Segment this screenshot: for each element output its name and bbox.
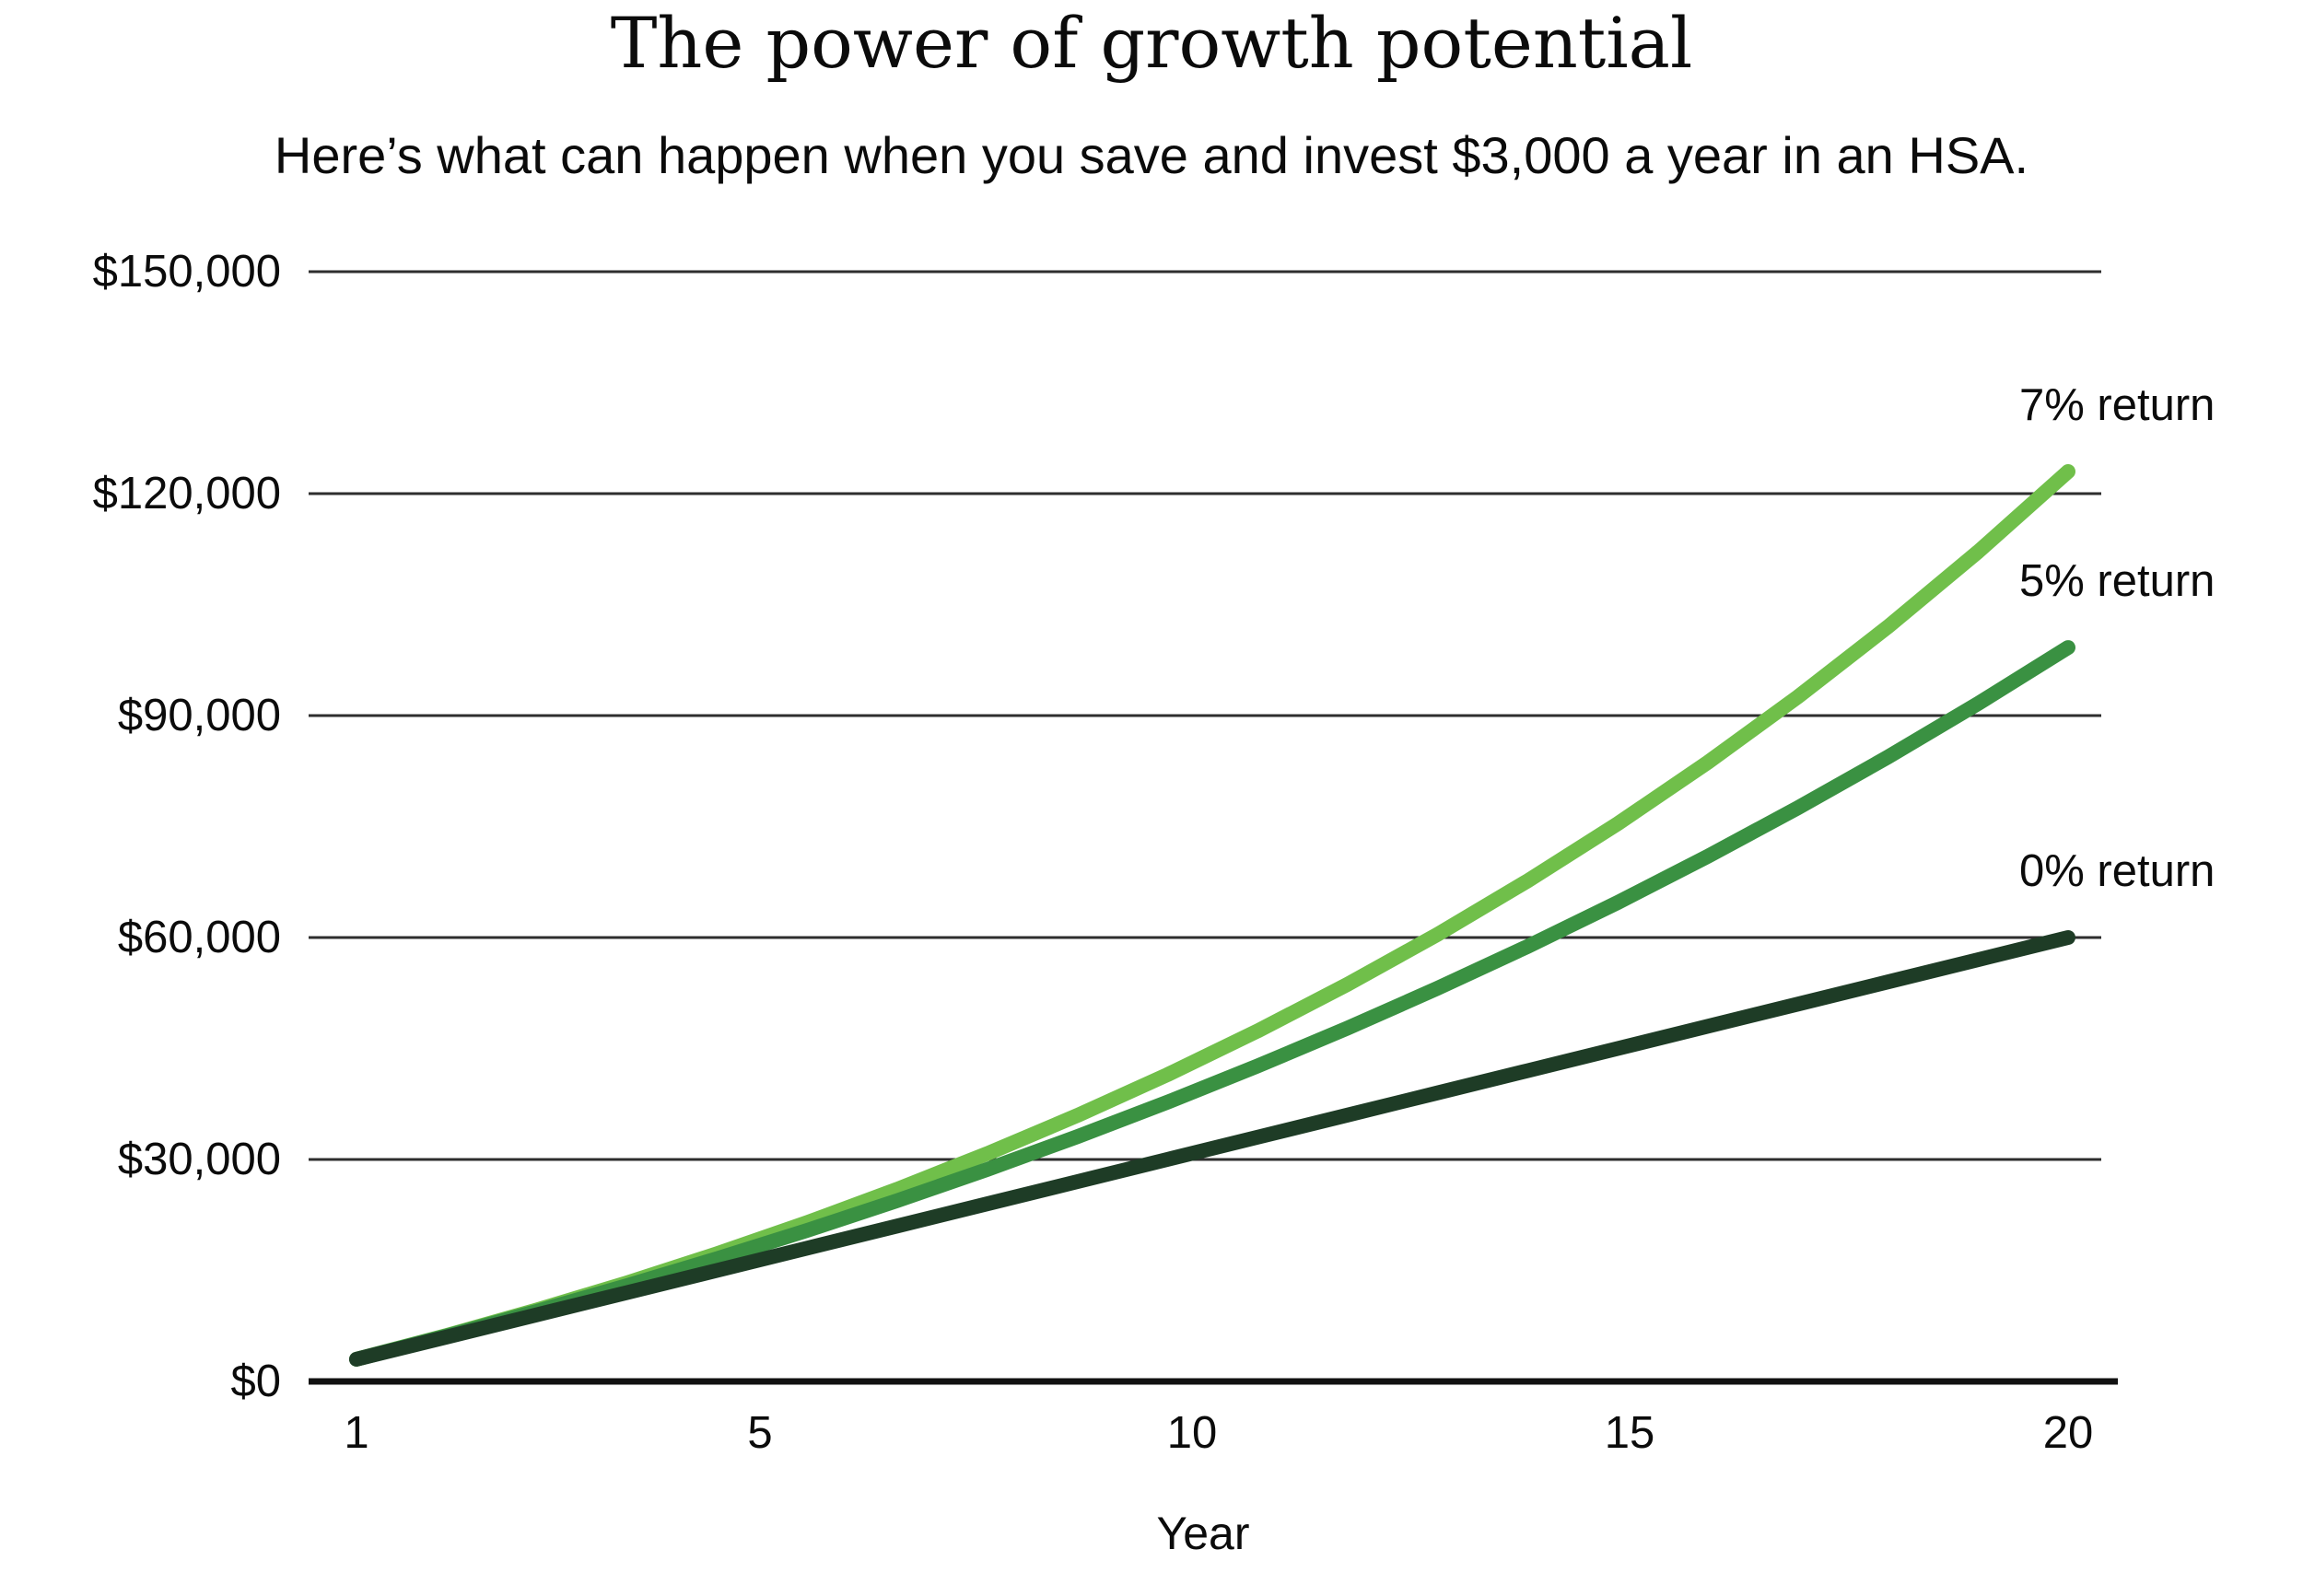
y-tick-label-0: $0: [230, 1357, 281, 1406]
x-tick-label-1: 1: [344, 1408, 369, 1458]
line-7-return: [349, 464, 2075, 1367]
series-label-0-return: 0% return: [2019, 846, 2215, 896]
chart-subtitle: Here’s what can happen when you save and…: [274, 126, 2029, 184]
y-tick-label-30000: $30,000: [117, 1135, 281, 1184]
series-label-5-return: 5% return: [2019, 556, 2215, 607]
x-tick-label-10: 10: [1166, 1408, 1218, 1458]
x-axis-title: Year: [1156, 1508, 1250, 1559]
line-0-return: [349, 930, 2075, 1367]
x-tick-label-20: 20: [2042, 1408, 2094, 1458]
chart-title: The power of growth potential: [610, 2, 1693, 84]
x-tick-label-15: 15: [1604, 1408, 1655, 1458]
y-tick-label-150000: $150,000: [92, 247, 281, 297]
x-tick-label-5: 5: [747, 1408, 773, 1458]
y-tick-label-120000: $120,000: [92, 469, 281, 518]
line-5-return: [349, 640, 2075, 1367]
y-tick-label-90000: $90,000: [117, 691, 281, 740]
y-tick-label-60000: $60,000: [117, 913, 281, 962]
series-label-7-return: 7% return: [2019, 380, 2215, 430]
